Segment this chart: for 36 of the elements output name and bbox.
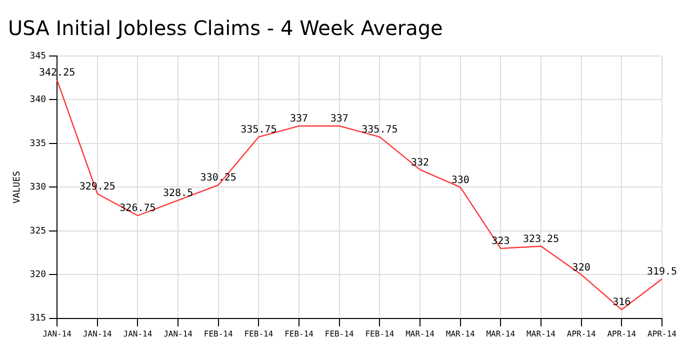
data-label: 337 xyxy=(290,114,308,125)
y-tick-label: 325 xyxy=(30,226,46,236)
x-tick-label: MAR-14 xyxy=(526,329,556,338)
y-tick-label: 340 xyxy=(30,95,46,106)
y-axis-title: VALUES xyxy=(12,170,23,204)
y-tick-label: 315 xyxy=(30,314,46,324)
x-tick-label: FEB-14 xyxy=(324,329,354,338)
x-tick-label: FEB-14 xyxy=(244,329,274,338)
x-tick-label: JAN-14 xyxy=(123,329,152,338)
y-tick-label: 330 xyxy=(30,182,46,193)
y-tick-label: 320 xyxy=(30,270,46,280)
x-tick-label: JAN-14 xyxy=(164,329,193,338)
data-label: 328.5 xyxy=(162,188,194,199)
x-tick-label: MAR-14 xyxy=(486,329,516,338)
data-label: 316 xyxy=(612,297,631,308)
data-label: 323.25 xyxy=(522,234,560,245)
y-tick-label: 335 xyxy=(30,138,46,149)
x-tick-label: APR-14 xyxy=(648,329,677,338)
data-label: 337 xyxy=(330,114,348,125)
x-tick-label: MAR-14 xyxy=(406,329,435,338)
chart-title: USA Initial Jobless Claims - 4 Week Average xyxy=(8,16,443,40)
data-label: 330 xyxy=(451,174,470,186)
y-tick-label: 345 xyxy=(30,51,46,62)
x-tick-label: APR-14 xyxy=(566,329,596,338)
x-tick-label: FEB-14 xyxy=(365,329,394,338)
data-label: 332 xyxy=(410,157,430,168)
data-label: 319.5 xyxy=(646,266,678,278)
x-tick-label: JAN-14 xyxy=(42,329,72,338)
data-label: 335.75 xyxy=(362,124,398,136)
x-tick-label: APR-14 xyxy=(607,329,636,338)
data-label: 335.75 xyxy=(240,124,277,136)
x-tick-label: FEB-14 xyxy=(284,329,314,338)
data-label: 320 xyxy=(572,262,590,274)
x-tick-label: JAN-14 xyxy=(82,329,112,338)
x-tick-label: MAR-14 xyxy=(446,329,475,338)
x-tick-label: FEB-14 xyxy=(204,329,234,338)
